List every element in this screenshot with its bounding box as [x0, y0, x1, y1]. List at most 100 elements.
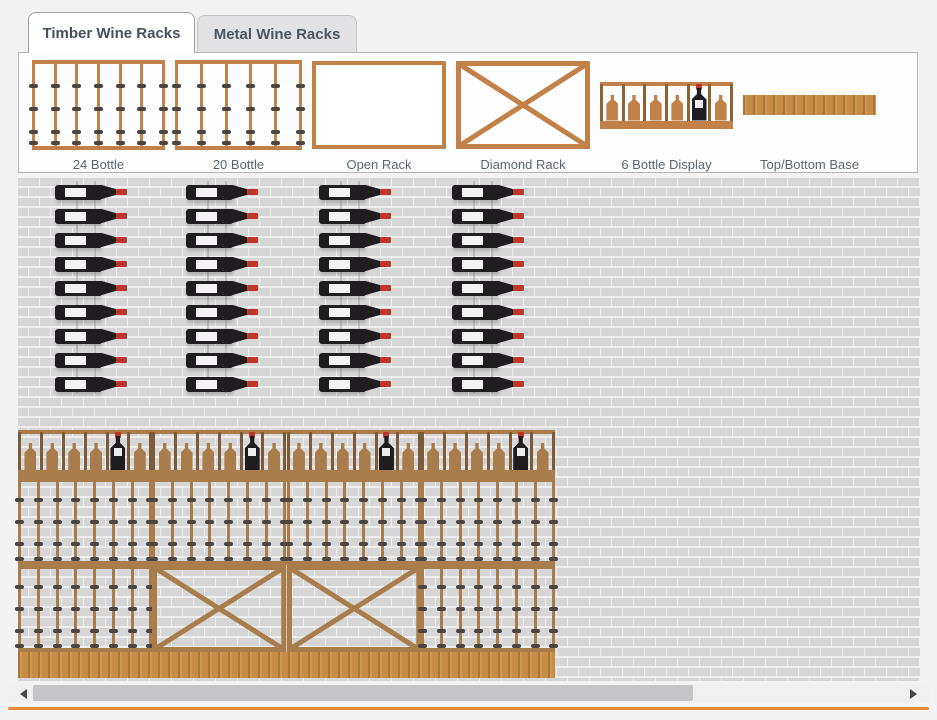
- base-plank[interactable]: [18, 652, 555, 678]
- wall-bottle[interactable]: [319, 376, 391, 392]
- bottle-foil: [116, 237, 127, 243]
- display-rack-unit[interactable]: [420, 430, 555, 478]
- bottle-shoulder: [100, 304, 116, 320]
- rack-notch: [296, 130, 305, 134]
- palette-item-rack-24-bottle[interactable]: 24 Bottle: [29, 57, 168, 172]
- display-rack-unit[interactable]: [286, 430, 421, 478]
- wall-bottle[interactable]: [452, 208, 524, 224]
- bottle-label: [329, 187, 350, 197]
- palette-item-open-rack[interactable]: Open Rack: [312, 57, 446, 172]
- wall-bottle[interactable]: [55, 304, 127, 320]
- rack-rail: [420, 648, 555, 652]
- display-divider: [286, 432, 290, 470]
- wall-bottle[interactable]: [186, 184, 258, 200]
- bottle-label: [329, 355, 350, 365]
- wall-bottle[interactable]: [319, 352, 391, 368]
- wall-bottle[interactable]: [186, 256, 258, 272]
- rack-notch: [283, 498, 293, 502]
- scroll-right-arrow-icon[interactable]: [910, 688, 917, 699]
- wall-bottle[interactable]: [319, 304, 391, 320]
- wall-bottle[interactable]: [452, 376, 524, 392]
- wall-bottle[interactable]: [55, 376, 127, 392]
- tab-timber-wine-racks[interactable]: Timber Wine Racks: [28, 12, 195, 53]
- rack-notch: [90, 542, 99, 546]
- bottle-label: [65, 283, 86, 293]
- horizontal-scrollbar[interactable]: [8, 684, 929, 703]
- lattice-rack-unit[interactable]: [283, 478, 424, 565]
- tab-metal-wine-racks[interactable]: Metal Wine Racks: [197, 15, 357, 53]
- palette-item-six-bottle-display[interactable]: 6 Bottle Display: [600, 57, 733, 172]
- lattice-rack-unit[interactable]: [15, 478, 155, 565]
- wall-bottle[interactable]: [319, 232, 391, 248]
- wall-bottle[interactable]: [452, 328, 524, 344]
- wall-bottle[interactable]: [186, 328, 258, 344]
- rack-notch: [172, 130, 181, 134]
- wall-bottle[interactable]: [319, 328, 391, 344]
- wall-bottle[interactable]: [55, 328, 127, 344]
- rack-notch: [197, 84, 206, 88]
- wall-bottle[interactable]: [186, 352, 258, 368]
- display-bottle: [427, 443, 440, 470]
- bottle-foil: [380, 261, 391, 267]
- wall-bottle[interactable]: [319, 256, 391, 272]
- wall-bottle[interactable]: [186, 304, 258, 320]
- rack-notch: [72, 141, 81, 145]
- lattice-rack-unit[interactable]: [417, 478, 558, 565]
- bottle-foil: [513, 261, 524, 267]
- wall-bottle[interactable]: [55, 280, 127, 296]
- rack-notch: [296, 84, 305, 88]
- wall-bottle[interactable]: [55, 232, 127, 248]
- wall-bottle[interactable]: [319, 184, 391, 200]
- wall-bottle[interactable]: [452, 256, 524, 272]
- scrollbar-thumb[interactable]: [33, 685, 693, 701]
- display-rack-unit[interactable]: [152, 430, 287, 478]
- wall-bottle[interactable]: [186, 208, 258, 224]
- palette-item-top-bottom-base[interactable]: Top/Bottom Base: [743, 57, 876, 172]
- wall-bottle[interactable]: [186, 280, 258, 296]
- rack-notch: [15, 607, 24, 611]
- wall-bottle[interactable]: [55, 256, 127, 272]
- wall-bottle[interactable]: [186, 376, 258, 392]
- rack-rail: [249, 60, 252, 150]
- rack-notch: [90, 629, 99, 633]
- diamond-rack-unit[interactable]: [286, 565, 421, 652]
- palette-item-diamond-rack[interactable]: Diamond Rack: [456, 57, 590, 172]
- wall-bottle[interactable]: [319, 280, 391, 296]
- diamond-rack-unit[interactable]: [152, 565, 287, 652]
- wall-bottle[interactable]: [452, 184, 524, 200]
- display-bottle: [24, 443, 37, 470]
- wall-bottle[interactable]: [55, 184, 127, 200]
- rack-notch: [51, 130, 60, 134]
- bottle-foil: [513, 333, 524, 339]
- rack-rail: [175, 146, 302, 150]
- rack-notch: [53, 557, 62, 561]
- wall-bottle[interactable]: [55, 352, 127, 368]
- rack-notch: [109, 607, 118, 611]
- wall-bottle[interactable]: [55, 208, 127, 224]
- rack-notch: [530, 498, 540, 502]
- lattice-rack-unit[interactable]: [15, 565, 155, 652]
- rack-rail: [200, 60, 203, 150]
- scroll-left-arrow-icon[interactable]: [20, 688, 27, 699]
- display-rack-unit[interactable]: [18, 430, 153, 478]
- rack-palette: 24 Bottle 20 Bottle Open Rack Diamond Rack 6…: [18, 52, 918, 173]
- wall-bottle[interactable]: [452, 352, 524, 368]
- bottle-shoulder: [100, 280, 116, 296]
- lattice-rack-unit[interactable]: [417, 565, 558, 652]
- palette-item-rack-20-bottle[interactable]: 20 Bottle: [172, 57, 305, 172]
- display-divider: [420, 432, 424, 470]
- wall-bottle[interactable]: [452, 232, 524, 248]
- rack-notch: [358, 520, 368, 524]
- design-canvas[interactable]: [15, 178, 920, 681]
- wall-bottle[interactable]: [319, 208, 391, 224]
- rack-notch: [243, 557, 253, 561]
- wall-bottle[interactable]: [186, 232, 258, 248]
- wall-bottle[interactable]: [452, 280, 524, 296]
- rack-notch: [530, 585, 540, 589]
- rack-rail: [299, 60, 302, 150]
- rack-notch: [530, 629, 540, 633]
- display-rack-unit: [600, 81, 733, 129]
- wall-bottle[interactable]: [452, 304, 524, 320]
- rack-notch: [302, 542, 312, 546]
- lattice-rack-unit[interactable]: [149, 478, 290, 565]
